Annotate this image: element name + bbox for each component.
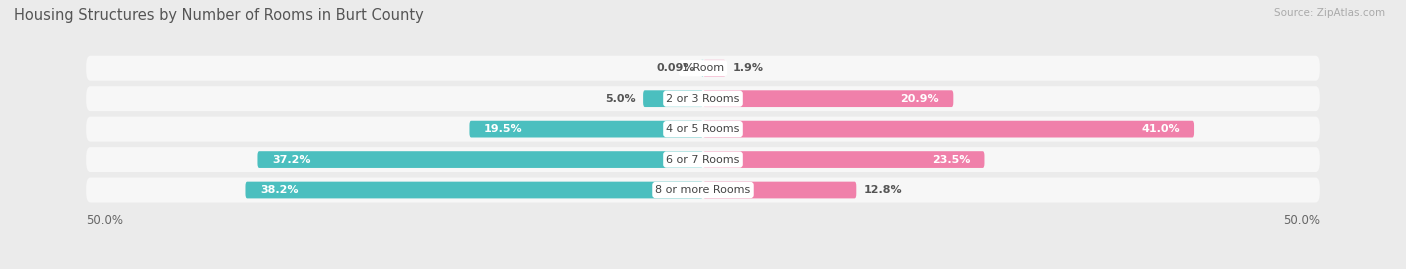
FancyBboxPatch shape [703, 121, 1194, 137]
FancyBboxPatch shape [246, 182, 703, 199]
Text: 20.9%: 20.9% [900, 94, 939, 104]
FancyBboxPatch shape [86, 56, 1320, 81]
Text: 1.9%: 1.9% [733, 63, 763, 73]
Text: Housing Structures by Number of Rooms in Burt County: Housing Structures by Number of Rooms in… [14, 8, 423, 23]
FancyBboxPatch shape [703, 151, 984, 168]
FancyBboxPatch shape [86, 117, 1320, 141]
Text: 19.5%: 19.5% [484, 124, 523, 134]
Text: 5.0%: 5.0% [606, 94, 636, 104]
Text: 4 or 5 Rooms: 4 or 5 Rooms [666, 124, 740, 134]
Text: 23.5%: 23.5% [932, 155, 970, 165]
Text: 38.2%: 38.2% [260, 185, 298, 195]
FancyBboxPatch shape [703, 90, 953, 107]
FancyBboxPatch shape [703, 60, 725, 77]
Text: 1 Room: 1 Room [682, 63, 724, 73]
Text: 37.2%: 37.2% [271, 155, 311, 165]
FancyBboxPatch shape [702, 60, 704, 77]
Text: 2 or 3 Rooms: 2 or 3 Rooms [666, 94, 740, 104]
FancyBboxPatch shape [86, 86, 1320, 111]
FancyBboxPatch shape [470, 121, 703, 137]
Text: 0.09%: 0.09% [657, 63, 695, 73]
Text: 41.0%: 41.0% [1142, 124, 1180, 134]
FancyBboxPatch shape [643, 90, 703, 107]
FancyBboxPatch shape [86, 178, 1320, 203]
Text: 8 or more Rooms: 8 or more Rooms [655, 185, 751, 195]
Text: Source: ZipAtlas.com: Source: ZipAtlas.com [1274, 8, 1385, 18]
FancyBboxPatch shape [703, 182, 856, 199]
Text: 12.8%: 12.8% [863, 185, 903, 195]
FancyBboxPatch shape [86, 147, 1320, 172]
FancyBboxPatch shape [257, 151, 703, 168]
Text: 6 or 7 Rooms: 6 or 7 Rooms [666, 155, 740, 165]
